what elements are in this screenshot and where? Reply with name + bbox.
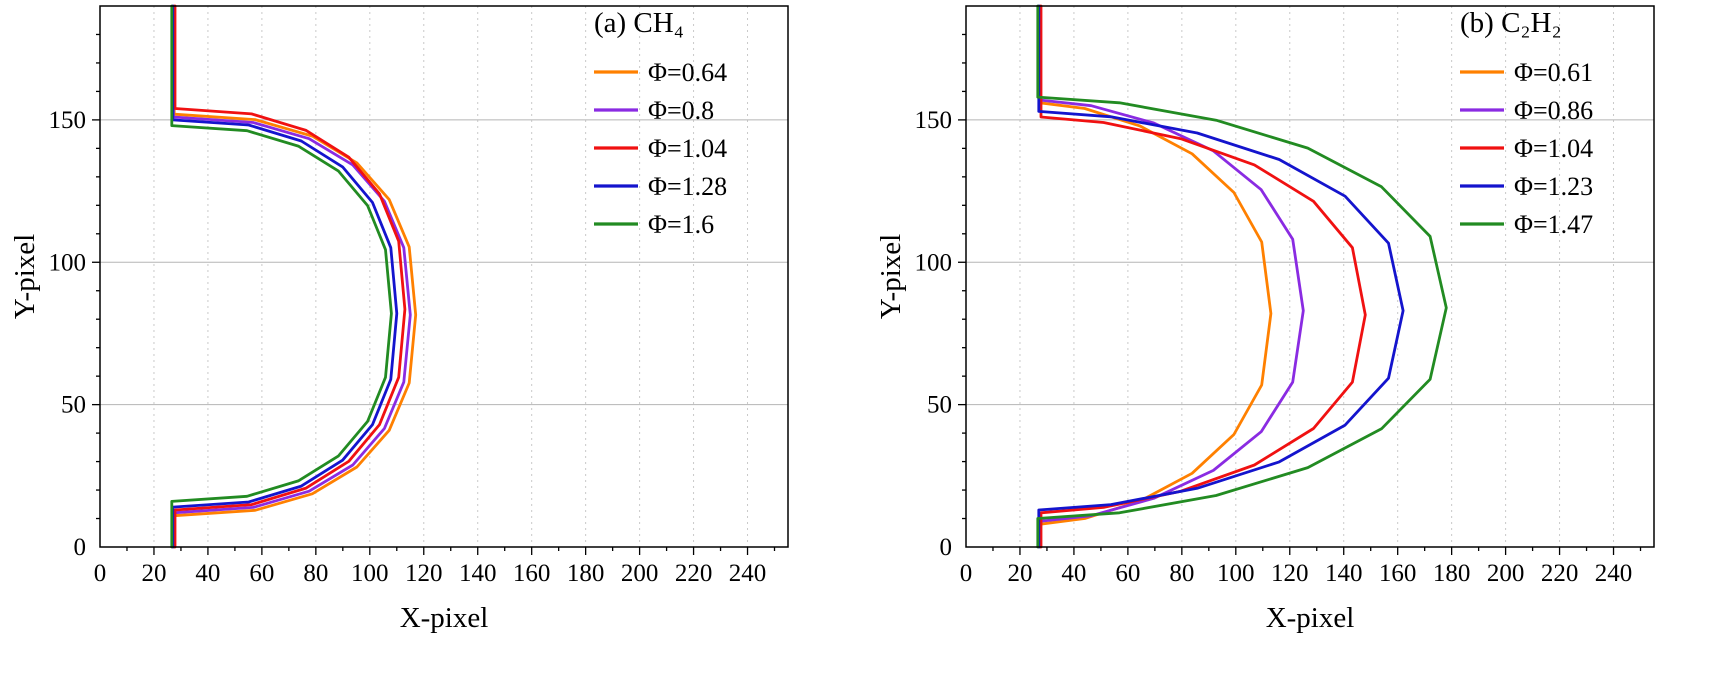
x-tick-label: 140: [459, 560, 497, 587]
x-tick-label: 0: [960, 560, 973, 587]
legend-label: Φ=1.47: [1514, 210, 1593, 239]
y-tick-label: 50: [927, 392, 952, 419]
axis-box: [99, 5, 789, 548]
grid: [966, 6, 1654, 547]
series-line-2: [171, 4, 412, 549]
plot-svg: 0 20 40 60 80 100 120 140 160 180 200 220 240 0 50 100 1…: [875, 4, 1655, 634]
x-axis-label: X-pixel: [1266, 602, 1355, 634]
series-group: [1036, 4, 1448, 549]
x-tick-label: 20: [1007, 560, 1032, 587]
y-tick-label: 0: [74, 534, 87, 561]
tick-labels: 0 20 40 60 80 100 120 140 160 180 200 220 240 0 50 100 1…: [49, 107, 767, 587]
legend-item: Φ=1.04: [1460, 134, 1593, 163]
chart-ch4: 0 20 40 60 80 100 120 140 160 180 200 220 240 0 50 100 1…: [0, 0, 866, 696]
legend-item: Φ=1.04: [594, 134, 727, 163]
ticks: [958, 33, 1642, 555]
series-line-5: [1036, 4, 1448, 549]
legend: Φ=0.61 Φ=0.86 Φ=1.04 Φ=1.23 Φ=1.47: [1460, 58, 1593, 239]
series-line-3: [173, 4, 407, 549]
x-tick-label: 80: [303, 560, 328, 587]
x-tick-label: 240: [729, 560, 767, 587]
legend: Φ=0.64 Φ=0.8 Φ=1.04 Φ=1.28 Φ=1.6: [594, 58, 727, 239]
y-tick-label: 0: [940, 534, 953, 561]
x-tick-label: 20: [141, 560, 166, 587]
legend-label: Φ=1.6: [648, 210, 714, 239]
legend-label: Φ=1.04: [1514, 134, 1593, 163]
y-axis-label: Y-pixel: [9, 234, 41, 319]
x-tick-label: 240: [1595, 560, 1633, 587]
y-tick-label: 50: [61, 392, 86, 419]
legend-label: Φ=0.61: [1514, 58, 1593, 87]
x-tick-label: 0: [94, 560, 107, 587]
x-tick-label: 80: [1169, 560, 1194, 587]
x-tick-label: 220: [675, 560, 713, 587]
x-tick-label: 100: [1217, 560, 1255, 587]
chart-c2h2: 0 20 40 60 80 100 120 140 160 180 200 220 240 0 50 100 1…: [866, 0, 1732, 696]
plot-area: [100, 6, 788, 547]
y-axis-label: Y-pixel: [875, 234, 907, 319]
legend-label: Φ=0.8: [648, 96, 714, 125]
y-tick-label: 100: [915, 249, 953, 276]
y-tick-label: 150: [915, 107, 953, 134]
plot-svg: 0 20 40 60 80 100 120 140 160 180 200 220 240 0 50 100 1…: [9, 4, 789, 634]
tick-labels: 0 20 40 60 80 100 120 140 160 180 200 220 240 0 50 100 1…: [915, 107, 1633, 587]
legend-label: Φ=0.64: [648, 58, 727, 87]
series-line-4: [171, 4, 399, 549]
ticks: [92, 33, 776, 555]
series-line-1: [172, 4, 418, 549]
x-tick-label: 100: [351, 560, 389, 587]
chart-title: (a) CH₄: [594, 7, 684, 39]
legend-item: Φ=0.86: [1460, 96, 1593, 125]
grid: [100, 6, 788, 547]
legend-label: Φ=1.23: [1514, 172, 1593, 201]
x-tick-label: 40: [1061, 560, 1086, 587]
x-tick-label: 200: [1487, 560, 1525, 587]
series-line-5: [170, 4, 393, 549]
y-tick-label: 100: [49, 249, 87, 276]
legend-item: Φ=1.47: [1460, 210, 1593, 239]
x-tick-label: 180: [567, 560, 605, 587]
x-tick-label: 140: [1325, 560, 1363, 587]
x-tick-label: 120: [405, 560, 443, 587]
x-tick-label: 60: [1115, 560, 1140, 587]
x-tick-label: 120: [1271, 560, 1309, 587]
legend-item: Φ=0.64: [594, 58, 727, 87]
chart-title: (b) C₂H₂: [1460, 7, 1562, 39]
x-tick-label: 160: [513, 560, 551, 587]
legend-label: Φ=1.04: [648, 134, 727, 163]
x-tick-label: 40: [195, 560, 220, 587]
legend-label: Φ=0.86: [1514, 96, 1593, 125]
legend-item: Φ=1.28: [594, 172, 727, 201]
legend-item: Φ=1.23: [1460, 172, 1593, 201]
legend-label: Φ=1.28: [648, 172, 727, 201]
x-tick-label: 220: [1541, 560, 1579, 587]
x-tick-label: 180: [1433, 560, 1471, 587]
x-tick-label: 60: [249, 560, 274, 587]
series-line-2: [1037, 4, 1305, 549]
plot-area: [966, 6, 1654, 547]
legend-item: Φ=0.61: [1460, 58, 1593, 87]
x-axis-label: X-pixel: [400, 602, 489, 634]
x-tick-label: 160: [1379, 560, 1417, 587]
series-group: [170, 4, 418, 549]
series-line-4: [1037, 4, 1405, 549]
x-tick-label: 200: [621, 560, 659, 587]
legend-item: Φ=1.6: [594, 210, 714, 239]
legend-item: Φ=0.8: [594, 96, 714, 125]
y-tick-label: 150: [49, 107, 87, 134]
axis-box: [965, 5, 1655, 548]
